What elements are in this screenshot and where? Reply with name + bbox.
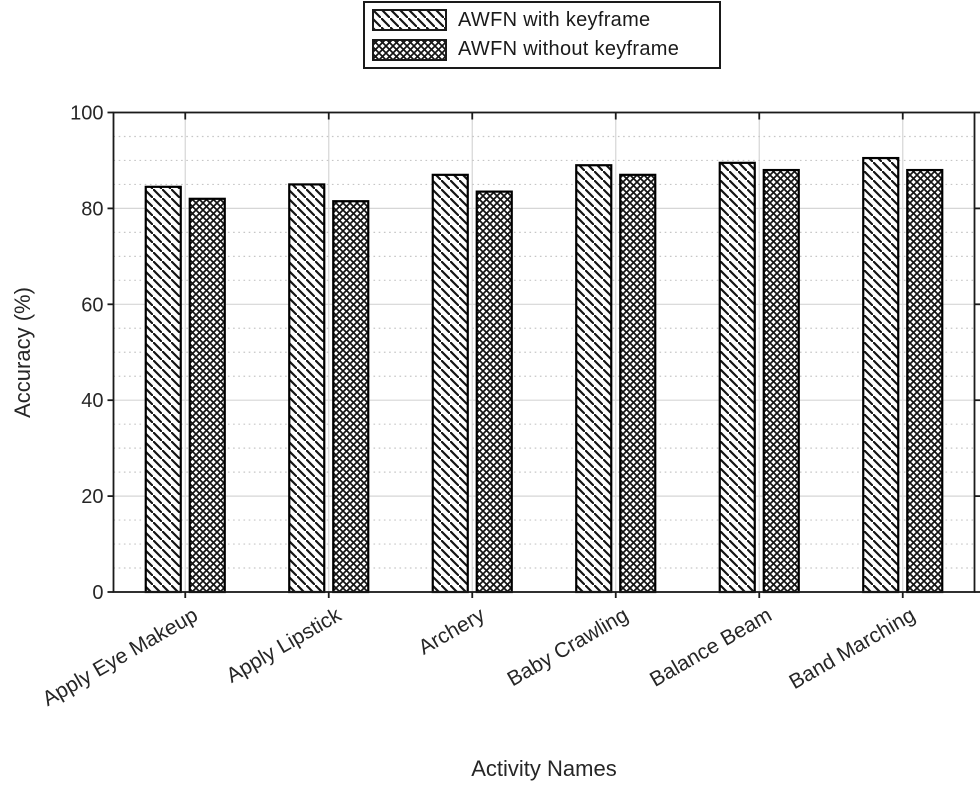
x-tick-label: Archery [415,603,490,659]
bar [188,197,226,594]
legend-item-with-keyframe: AWFN with keyframe [372,6,715,34]
x-axis-label: Activity Names [471,756,616,781]
y-tick-label: 0 [92,582,103,604]
x-tick-label: Balance Beam [646,603,776,691]
bar [862,156,900,594]
y-tick-label: 40 [81,390,103,412]
bar [575,164,613,594]
x-tick-label: Baby Crawling [503,603,632,691]
legend-item-without-keyframe: AWFN without keyframe [372,36,715,64]
y-tick-label: 60 [81,294,103,316]
bar [288,183,326,594]
bar [144,185,182,594]
x-tick-label: Apply Eye Makeup [39,603,202,710]
legend: AWFN with keyframe AWFN without keyframe [363,1,721,69]
x-tick-label: Band Marching [785,603,919,694]
y-tick-label: 20 [81,486,103,508]
bar [718,161,756,594]
legend-label: AWFN without keyframe [458,38,680,61]
bar [762,168,800,594]
bar [332,200,370,594]
bar [431,173,469,594]
plot-border [112,111,976,593]
bar [906,168,944,594]
grid-layer [113,112,975,592]
y-tick-label: 100 [70,103,103,125]
legend-label: AWFN with keyframe [458,8,651,31]
bar [475,190,513,594]
diagonal-hatch-swatch-icon [372,9,447,32]
x-tick-label: Apply Lipstick [223,603,346,687]
cross-hatch-swatch-icon [372,38,447,61]
y-tick-label: 80 [81,198,103,220]
bars-layer [144,156,944,594]
y-axis-label: Accuracy (%) [10,287,35,418]
axes-layer [107,111,980,598]
bar [619,173,657,594]
